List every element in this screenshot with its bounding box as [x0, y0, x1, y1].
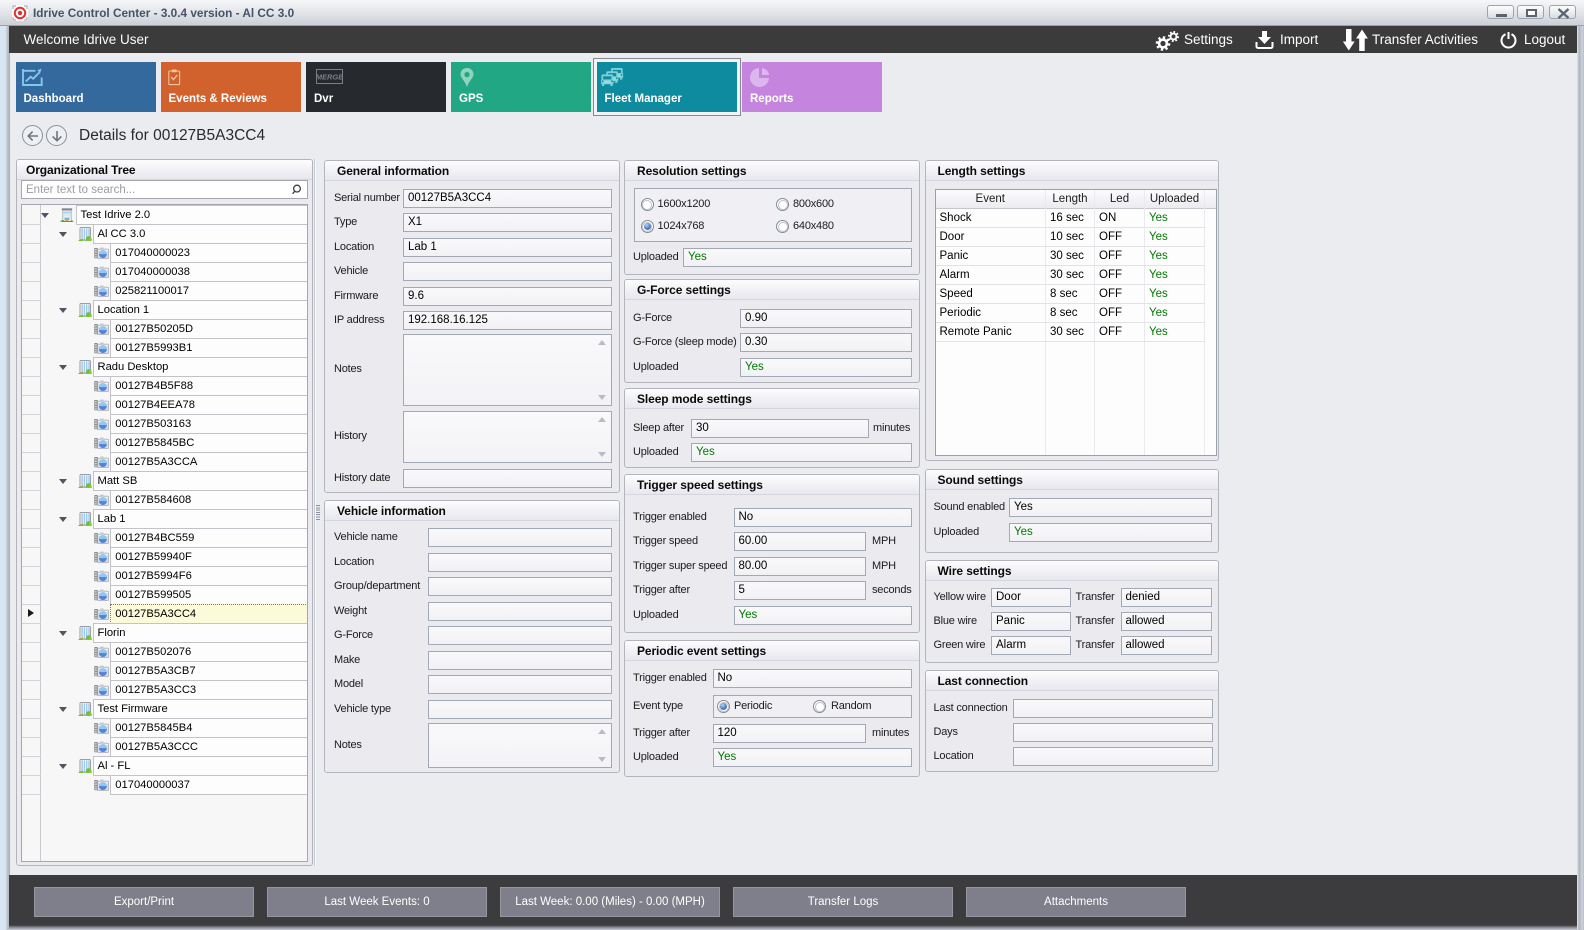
svg-text:MERGE: MERGE — [316, 72, 343, 81]
